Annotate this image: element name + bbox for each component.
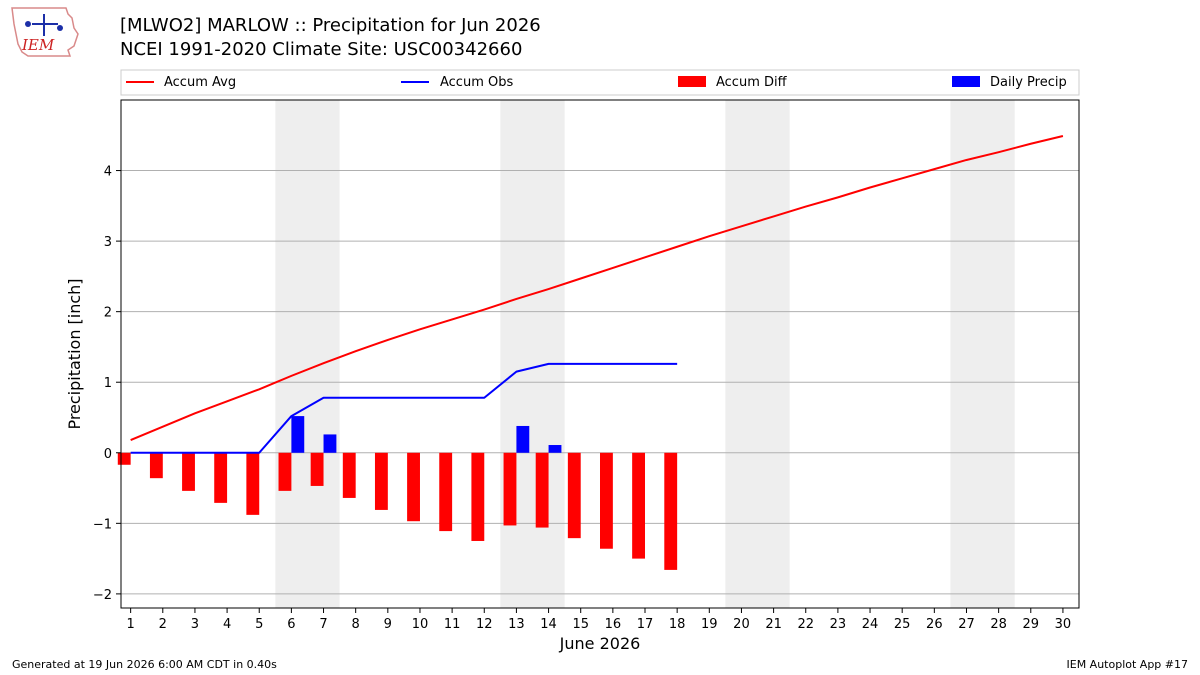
bar-accum-diff: [632, 452, 646, 559]
y-tick-label: 1: [104, 376, 112, 391]
weekend-shade-band: [950, 100, 1015, 608]
grid-lines: [121, 170, 1079, 595]
chart-subtitle: NCEI 1991-2020 Climate Site: USC00342660: [120, 39, 522, 60]
x-tick-label: 28: [990, 617, 1007, 632]
x-tick-label: 9: [384, 617, 392, 632]
x-tick-label: 24: [862, 617, 879, 632]
y-tick-label: 0: [104, 447, 112, 462]
legend-label-accum-diff: Accum Diff: [716, 75, 788, 90]
wind-vane-icon: [57, 25, 63, 31]
bar-series: [117, 416, 678, 570]
x-axis-ticks: 1 2 3 4 5 6 7 8 9 10 11 12 13 14 15 16 17 18 19 20 21 22 23 24 2…: [127, 608, 1072, 632]
legend-swatch-daily-precip: [952, 76, 980, 87]
x-tick-label: 23: [830, 617, 847, 632]
logo-text: IEM: [21, 36, 55, 54]
anemometer-cup-icon: [25, 21, 31, 27]
x-tick-label: 30: [1055, 617, 1072, 632]
bar-accum-diff: [439, 452, 453, 532]
y-tick-label: −2: [93, 588, 112, 603]
chart-title: [MLWO2] MARLOW :: Precipitation for Jun …: [120, 15, 541, 36]
bar-daily-precip: [548, 445, 562, 453]
bar-accum-diff: [600, 452, 613, 549]
y-axis-ticks: −2 −1 0 1 2 3 4: [93, 165, 121, 603]
weekend-shade-band: [500, 100, 565, 608]
bar-daily-precip: [323, 434, 337, 453]
legend-frame: [120, 69, 1080, 96]
footer-generated-text: Generated at 19 Jun 2026 6:00 AM CDT in …: [12, 658, 277, 671]
x-tick-label: 7: [319, 617, 327, 632]
bar-daily-precip: [516, 425, 530, 453]
bar-accum-diff: [374, 452, 388, 510]
x-tick-label: 20: [733, 617, 750, 632]
legend-label-daily-precip: Daily Precip: [990, 75, 1067, 90]
x-tick-label: 12: [476, 617, 493, 632]
x-tick-label: 5: [255, 617, 263, 632]
bar-accum-diff: [503, 452, 517, 526]
bar-accum-diff: [567, 452, 581, 539]
x-tick-label: 13: [508, 617, 525, 632]
bar-accum-diff: [214, 452, 228, 503]
legend-swatch-accum-diff: [678, 76, 706, 87]
x-tick-label: 27: [958, 617, 975, 632]
plot-frame: [120, 99, 1080, 609]
x-tick-label: 26: [926, 617, 943, 632]
x-tick-label: 1: [127, 617, 135, 632]
y-tick-label: 4: [104, 165, 112, 180]
bar-accum-diff: [117, 452, 131, 465]
x-tick-label: 3: [191, 617, 199, 632]
x-tick-label: 11: [444, 617, 461, 632]
bar-accum-diff: [246, 452, 260, 515]
x-tick-label: 22: [797, 617, 814, 632]
legend: Accum Avg Accum Obs Accum Diff Daily Pre…: [120, 69, 1080, 96]
bar-accum-diff: [471, 452, 485, 541]
bar-accum-diff: [278, 452, 292, 491]
y-axis-label: Precipitation [inch]: [65, 278, 84, 429]
x-tick-label: 16: [605, 617, 622, 632]
x-tick-label: 17: [637, 617, 654, 632]
x-tick-label: 15: [572, 617, 589, 632]
bar-accum-diff: [535, 452, 549, 528]
footer-app-text: IEM Autoplot App #17: [1067, 658, 1189, 671]
x-tick-label: 25: [894, 617, 911, 632]
bar-daily-precip: [291, 416, 305, 453]
legend-label-accum-obs: Accum Obs: [440, 75, 513, 90]
y-tick-label: 2: [104, 306, 112, 321]
x-tick-label: 21: [765, 617, 782, 632]
x-tick-label: 19: [701, 617, 718, 632]
x-tick-label: 29: [1023, 617, 1040, 632]
bar-accum-diff: [182, 452, 195, 491]
x-tick-label: 14: [540, 617, 557, 632]
line-accum-obs: [130, 362, 678, 454]
iem-logo: IEM: [11, 7, 79, 57]
bar-accum-diff: [664, 452, 678, 570]
bar-accum-diff: [310, 452, 324, 486]
bar-accum-diff: [342, 452, 356, 498]
y-tick-label: −1: [93, 517, 112, 532]
line-series: [130, 135, 1064, 454]
x-tick-label: 10: [412, 617, 429, 632]
weekend-shade-band: [275, 100, 340, 608]
bar-accum-diff: [149, 452, 163, 479]
x-tick-label: 18: [669, 617, 686, 632]
x-tick-label: 4: [223, 617, 231, 632]
x-axis-label: June 2026: [559, 634, 641, 653]
iowa-map-outline-icon: [11, 7, 79, 57]
x-tick-label: 6: [287, 617, 295, 632]
weekend-shade-band: [725, 100, 790, 608]
line-accum-avg: [130, 135, 1064, 442]
legend-label-accum-avg: Accum Avg: [164, 75, 236, 90]
x-tick-label: 2: [159, 617, 167, 632]
x-tick-label: 8: [352, 617, 360, 632]
bar-accum-diff: [407, 452, 420, 522]
y-tick-label: 3: [104, 235, 112, 250]
